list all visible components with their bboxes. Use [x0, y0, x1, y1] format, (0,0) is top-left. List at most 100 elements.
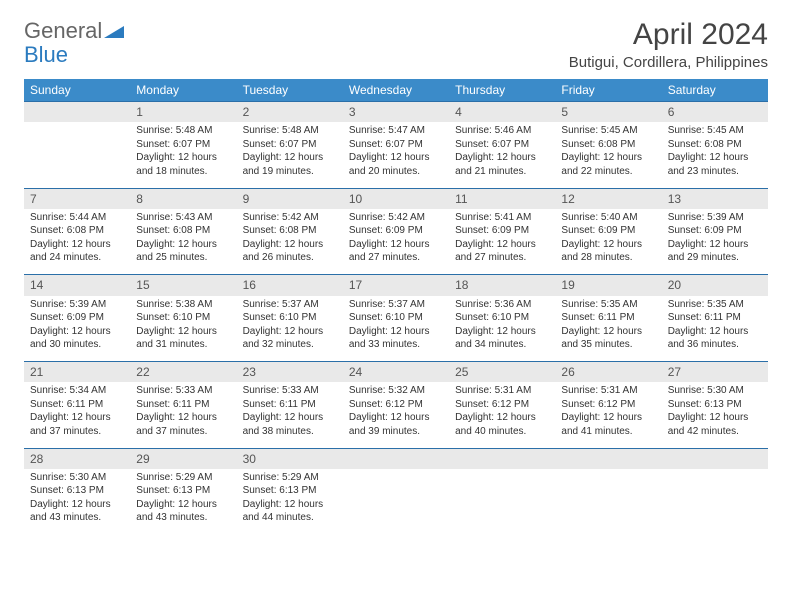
day-content-cell: Sunrise: 5:37 AMSunset: 6:10 PMDaylight:…	[343, 296, 449, 362]
daylight-text-1: Daylight: 12 hours	[561, 238, 655, 252]
sunrise-text: Sunrise: 5:41 AM	[455, 211, 549, 225]
day-number-cell: 10	[343, 188, 449, 209]
sunrise-text: Sunrise: 5:45 AM	[561, 124, 655, 138]
day-content-cell: Sunrise: 5:29 AMSunset: 6:13 PMDaylight:…	[130, 469, 236, 535]
sunset-text: Sunset: 6:09 PM	[349, 224, 443, 238]
day-content-cell: Sunrise: 5:30 AMSunset: 6:13 PMDaylight:…	[662, 382, 768, 448]
sunrise-text: Sunrise: 5:47 AM	[349, 124, 443, 138]
logo-text-general: General	[24, 18, 102, 44]
sunset-text: Sunset: 6:09 PM	[455, 224, 549, 238]
day-content-cell: Sunrise: 5:33 AMSunset: 6:11 PMDaylight:…	[130, 382, 236, 448]
daylight-text-1: Daylight: 12 hours	[136, 411, 230, 425]
day-number-cell: 29	[130, 448, 236, 469]
content-row: Sunrise: 5:39 AMSunset: 6:09 PMDaylight:…	[24, 296, 768, 362]
daylight-text-1: Daylight: 12 hours	[561, 151, 655, 165]
daylight-text-2: and 37 minutes.	[30, 425, 124, 439]
daylight-text-2: and 25 minutes.	[136, 251, 230, 265]
daylight-text-2: and 36 minutes.	[668, 338, 762, 352]
sunrise-text: Sunrise: 5:42 AM	[349, 211, 443, 225]
day-content-cell: Sunrise: 5:32 AMSunset: 6:12 PMDaylight:…	[343, 382, 449, 448]
day-number-cell: 12	[555, 188, 661, 209]
sunrise-text: Sunrise: 5:30 AM	[668, 384, 762, 398]
day-content-cell: Sunrise: 5:35 AMSunset: 6:11 PMDaylight:…	[662, 296, 768, 362]
sunset-text: Sunset: 6:08 PM	[30, 224, 124, 238]
day-number-cell: 2	[237, 102, 343, 123]
sunset-text: Sunset: 6:07 PM	[243, 138, 337, 152]
day-number-cell: 27	[662, 362, 768, 383]
day-number-cell: 19	[555, 275, 661, 296]
day-number-cell: 8	[130, 188, 236, 209]
sunrise-text: Sunrise: 5:36 AM	[455, 298, 549, 312]
day-number-cell: 24	[343, 362, 449, 383]
day-content-cell: Sunrise: 5:36 AMSunset: 6:10 PMDaylight:…	[449, 296, 555, 362]
sunset-text: Sunset: 6:11 PM	[243, 398, 337, 412]
day-number-cell: 20	[662, 275, 768, 296]
daylight-text-1: Daylight: 12 hours	[349, 151, 443, 165]
sunrise-text: Sunrise: 5:38 AM	[136, 298, 230, 312]
sunrise-text: Sunrise: 5:48 AM	[243, 124, 337, 138]
day-number-cell: 22	[130, 362, 236, 383]
sunset-text: Sunset: 6:07 PM	[136, 138, 230, 152]
daynum-row: 282930	[24, 448, 768, 469]
daynum-row: 14151617181920	[24, 275, 768, 296]
day-number-cell: 15	[130, 275, 236, 296]
daylight-text-1: Daylight: 12 hours	[243, 325, 337, 339]
day-number-cell	[662, 448, 768, 469]
day-content-cell: Sunrise: 5:29 AMSunset: 6:13 PMDaylight:…	[237, 469, 343, 535]
sunrise-text: Sunrise: 5:45 AM	[668, 124, 762, 138]
daylight-text-1: Daylight: 12 hours	[668, 325, 762, 339]
day-content-cell: Sunrise: 5:31 AMSunset: 6:12 PMDaylight:…	[555, 382, 661, 448]
daylight-text-1: Daylight: 12 hours	[561, 325, 655, 339]
page-header: General April 2024 Butigui, Cordillera, …	[24, 18, 768, 71]
daylight-text-2: and 40 minutes.	[455, 425, 549, 439]
daylight-text-1: Daylight: 12 hours	[243, 411, 337, 425]
day-number-cell: 5	[555, 102, 661, 123]
day-number-cell: 11	[449, 188, 555, 209]
day-content-cell: Sunrise: 5:39 AMSunset: 6:09 PMDaylight:…	[24, 296, 130, 362]
weekday-row: Sunday Monday Tuesday Wednesday Thursday…	[24, 79, 768, 102]
daylight-text-1: Daylight: 12 hours	[243, 238, 337, 252]
day-content-cell: Sunrise: 5:40 AMSunset: 6:09 PMDaylight:…	[555, 209, 661, 275]
sunset-text: Sunset: 6:09 PM	[668, 224, 762, 238]
daylight-text-1: Daylight: 12 hours	[349, 411, 443, 425]
day-content-cell: Sunrise: 5:35 AMSunset: 6:11 PMDaylight:…	[555, 296, 661, 362]
daylight-text-2: and 29 minutes.	[668, 251, 762, 265]
daylight-text-1: Daylight: 12 hours	[136, 325, 230, 339]
daylight-text-2: and 32 minutes.	[243, 338, 337, 352]
daynum-row: 78910111213	[24, 188, 768, 209]
daylight-text-2: and 30 minutes.	[30, 338, 124, 352]
daynum-row: 21222324252627	[24, 362, 768, 383]
day-content-cell	[449, 469, 555, 535]
daylight-text-2: and 26 minutes.	[243, 251, 337, 265]
day-content-cell	[24, 122, 130, 188]
day-content-cell: Sunrise: 5:43 AMSunset: 6:08 PMDaylight:…	[130, 209, 236, 275]
daylight-text-1: Daylight: 12 hours	[455, 151, 549, 165]
calendar-body: 123456Sunrise: 5:48 AMSunset: 6:07 PMDay…	[24, 102, 768, 535]
sunrise-text: Sunrise: 5:31 AM	[455, 384, 549, 398]
day-number-cell	[449, 448, 555, 469]
day-number-cell: 3	[343, 102, 449, 123]
sunrise-text: Sunrise: 5:43 AM	[136, 211, 230, 225]
day-number-cell: 28	[24, 448, 130, 469]
sunrise-text: Sunrise: 5:37 AM	[243, 298, 337, 312]
sunset-text: Sunset: 6:08 PM	[136, 224, 230, 238]
sunset-text: Sunset: 6:07 PM	[349, 138, 443, 152]
daylight-text-2: and 27 minutes.	[455, 251, 549, 265]
sunset-text: Sunset: 6:07 PM	[455, 138, 549, 152]
day-number-cell: 23	[237, 362, 343, 383]
day-content-cell: Sunrise: 5:42 AMSunset: 6:08 PMDaylight:…	[237, 209, 343, 275]
daylight-text-1: Daylight: 12 hours	[349, 325, 443, 339]
sunset-text: Sunset: 6:10 PM	[349, 311, 443, 325]
day-number-cell: 18	[449, 275, 555, 296]
daylight-text-2: and 28 minutes.	[561, 251, 655, 265]
daylight-text-2: and 43 minutes.	[30, 511, 124, 525]
daylight-text-1: Daylight: 12 hours	[455, 411, 549, 425]
sunset-text: Sunset: 6:10 PM	[136, 311, 230, 325]
sunset-text: Sunset: 6:11 PM	[136, 398, 230, 412]
day-content-cell: Sunrise: 5:41 AMSunset: 6:09 PMDaylight:…	[449, 209, 555, 275]
day-content-cell: Sunrise: 5:47 AMSunset: 6:07 PMDaylight:…	[343, 122, 449, 188]
day-number-cell	[555, 448, 661, 469]
sunrise-text: Sunrise: 5:39 AM	[668, 211, 762, 225]
day-content-cell: Sunrise: 5:38 AMSunset: 6:10 PMDaylight:…	[130, 296, 236, 362]
sunrise-text: Sunrise: 5:33 AM	[136, 384, 230, 398]
